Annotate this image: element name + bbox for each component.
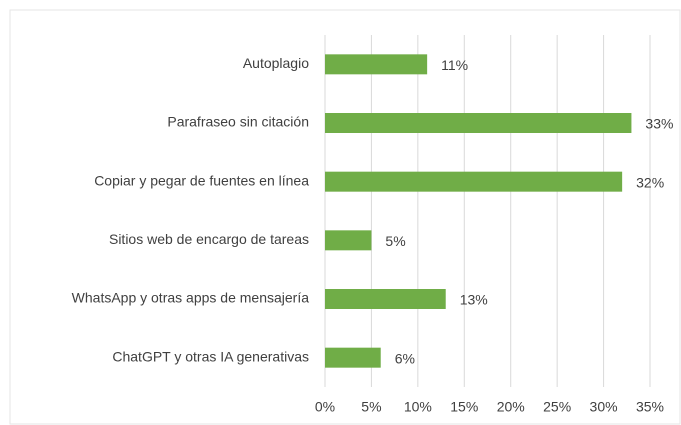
- data-label: 6%: [395, 350, 415, 366]
- data-label: 11%: [441, 57, 468, 73]
- x-tick-label: 10%: [404, 399, 432, 415]
- y-tick-label: WhatsApp y otras apps de mensajería: [72, 290, 310, 306]
- data-label: 32%: [636, 174, 664, 190]
- bar: [325, 347, 381, 368]
- x-tick-label: 35%: [636, 399, 664, 415]
- bar: [325, 289, 446, 309]
- bar: [325, 230, 372, 251]
- y-tick-label: Autoplagio: [243, 55, 309, 71]
- y-tick-label: Sitios web de encargo de tareas: [109, 231, 309, 247]
- y-tick-label: Parafraseo sin citación: [167, 114, 309, 130]
- x-tick-label: 25%: [543, 399, 571, 415]
- bar: [325, 113, 632, 133]
- y-tick-label: Copiar y pegar de fuentes en línea: [94, 172, 309, 188]
- x-tick-label: 15%: [450, 399, 478, 415]
- chart-border: [9, 9, 681, 425]
- x-tick-label: 0%: [315, 399, 335, 415]
- bar: [325, 171, 623, 192]
- x-tick-label: 30%: [590, 399, 618, 415]
- data-label: 13%: [460, 292, 488, 308]
- x-tick-label: 5%: [361, 399, 381, 415]
- y-tick-label: ChatGPT y otras IA generativas: [112, 348, 309, 364]
- x-tick-label: 20%: [497, 399, 525, 415]
- data-label: 5%: [385, 233, 405, 249]
- data-label: 33%: [645, 116, 673, 132]
- bar: [325, 54, 428, 75]
